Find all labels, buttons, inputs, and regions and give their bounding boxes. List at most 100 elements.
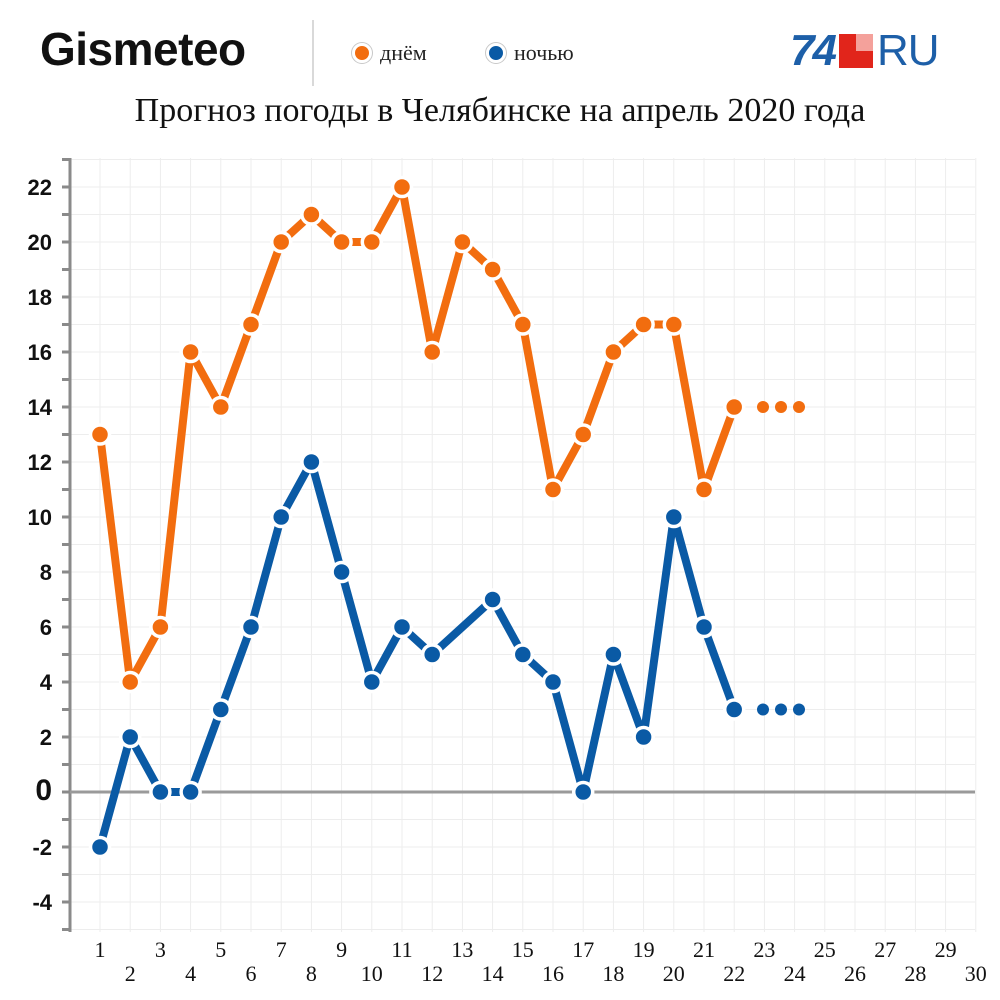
data-point: [209, 698, 233, 721]
data-point: [511, 313, 535, 336]
x-tick-label: 29: [935, 937, 957, 962]
x-tick-label: 7: [276, 937, 287, 962]
data-point: [360, 230, 384, 254]
trailing-dot: [775, 401, 787, 413]
data-point: [541, 478, 565, 501]
x-tick-label: 26: [844, 961, 866, 986]
legend-night-marker: [486, 43, 506, 63]
x-tick-label: 9: [336, 937, 347, 962]
data-point: [390, 175, 414, 199]
trailing-dot: [793, 703, 805, 716]
legend-night-label: ночью: [514, 40, 574, 65]
legend-item-night: ночью: [486, 40, 574, 66]
trailing-dot: [793, 401, 805, 413]
x-tick-label: 17: [572, 937, 594, 962]
y-tick-label: 12: [28, 450, 52, 475]
data-point: [88, 423, 112, 446]
data-point: [269, 230, 293, 254]
data-point: [481, 258, 504, 281]
x-tick-label: 19: [633, 937, 655, 962]
x-tick-label: 25: [814, 937, 836, 962]
data-point: [722, 698, 746, 721]
data-point: [239, 615, 263, 639]
data-point: [239, 313, 263, 336]
legend-item-day: днём: [352, 40, 427, 66]
header-divider: [312, 20, 314, 86]
data-point: [88, 835, 112, 859]
y-tick-label: 16: [28, 340, 52, 365]
y-tick-label: 0: [35, 774, 52, 807]
data-point: [692, 478, 716, 501]
x-tick-label: 4: [185, 961, 196, 986]
brand-name: Gismeteo: [40, 23, 246, 75]
data-point: [330, 230, 353, 254]
x-tick-label: 27: [874, 937, 896, 962]
data-point: [541, 670, 565, 694]
x-tick-label: 24: [784, 961, 806, 986]
x-tick-label: 28: [904, 961, 926, 986]
data-point: [149, 780, 172, 804]
data-point: [179, 340, 202, 364]
logo-number: 74: [790, 26, 837, 75]
x-tick-label: 14: [482, 961, 504, 986]
logo-suffix: RU: [876, 26, 940, 75]
data-point: [451, 230, 474, 254]
x-tick-label: 23: [753, 937, 775, 962]
x-tick-label: 18: [602, 961, 624, 986]
y-tick-label: 2: [40, 725, 52, 750]
series-line-0: [96, 183, 739, 686]
data-point: [330, 560, 353, 584]
x-tick-label: 20: [663, 961, 685, 986]
x-tick-label: 8: [306, 961, 317, 986]
chart-title: Прогноз погоды в Челябинске на апрель 20…: [134, 92, 866, 129]
x-tick-label: 15: [512, 937, 534, 962]
x-tick-label: 13: [451, 937, 473, 962]
data-point: [118, 670, 142, 694]
data-point: [602, 643, 625, 666]
trailing-dot: [757, 401, 769, 413]
data-point: [420, 340, 444, 364]
legend-day-label: днём: [380, 40, 427, 65]
y-tick-label: -4: [32, 890, 52, 915]
y-tick-label: 22: [28, 175, 52, 200]
data-point: [360, 670, 384, 694]
trailing-dot: [757, 703, 769, 716]
x-tick-label: 12: [421, 961, 443, 986]
y-tick-label: 18: [28, 285, 52, 310]
legend-day-marker: [352, 43, 372, 63]
data-point: [149, 615, 172, 639]
x-tick-label: 3: [155, 937, 166, 962]
data-point: [511, 643, 535, 666]
data-point: [269, 505, 293, 529]
y-tick-label: 4: [40, 670, 53, 695]
x-tick-label: 30: [965, 961, 987, 986]
x-tick-label: 16: [542, 961, 564, 986]
data-point: [420, 643, 444, 666]
data-point: [300, 450, 323, 474]
data-point: [118, 725, 142, 749]
data-point: [692, 615, 716, 639]
trailing-dot: [775, 703, 787, 716]
data-point: [632, 725, 655, 749]
74ru-logo: 74 RU: [790, 26, 940, 75]
x-tick-label: 5: [215, 937, 226, 962]
y-tick-label: 6: [40, 615, 52, 640]
x-tick-label: 21: [693, 937, 715, 962]
data-point: [179, 780, 202, 804]
y-tick-label: 8: [40, 560, 52, 585]
data-point: [632, 313, 655, 336]
data-point: [662, 313, 686, 336]
data-point: [602, 340, 625, 364]
data-point: [390, 615, 414, 639]
data-point: [571, 780, 595, 804]
y-tick-label: 10: [28, 505, 52, 530]
x-tick-label: 2: [125, 961, 136, 986]
y-tick-label: 14: [28, 395, 53, 420]
x-tick-label: 11: [391, 937, 412, 962]
data-point: [300, 203, 323, 226]
data-point: [481, 588, 504, 611]
logo-square-icon: [838, 34, 873, 68]
data-point: [722, 395, 746, 419]
data-point: [571, 423, 595, 446]
